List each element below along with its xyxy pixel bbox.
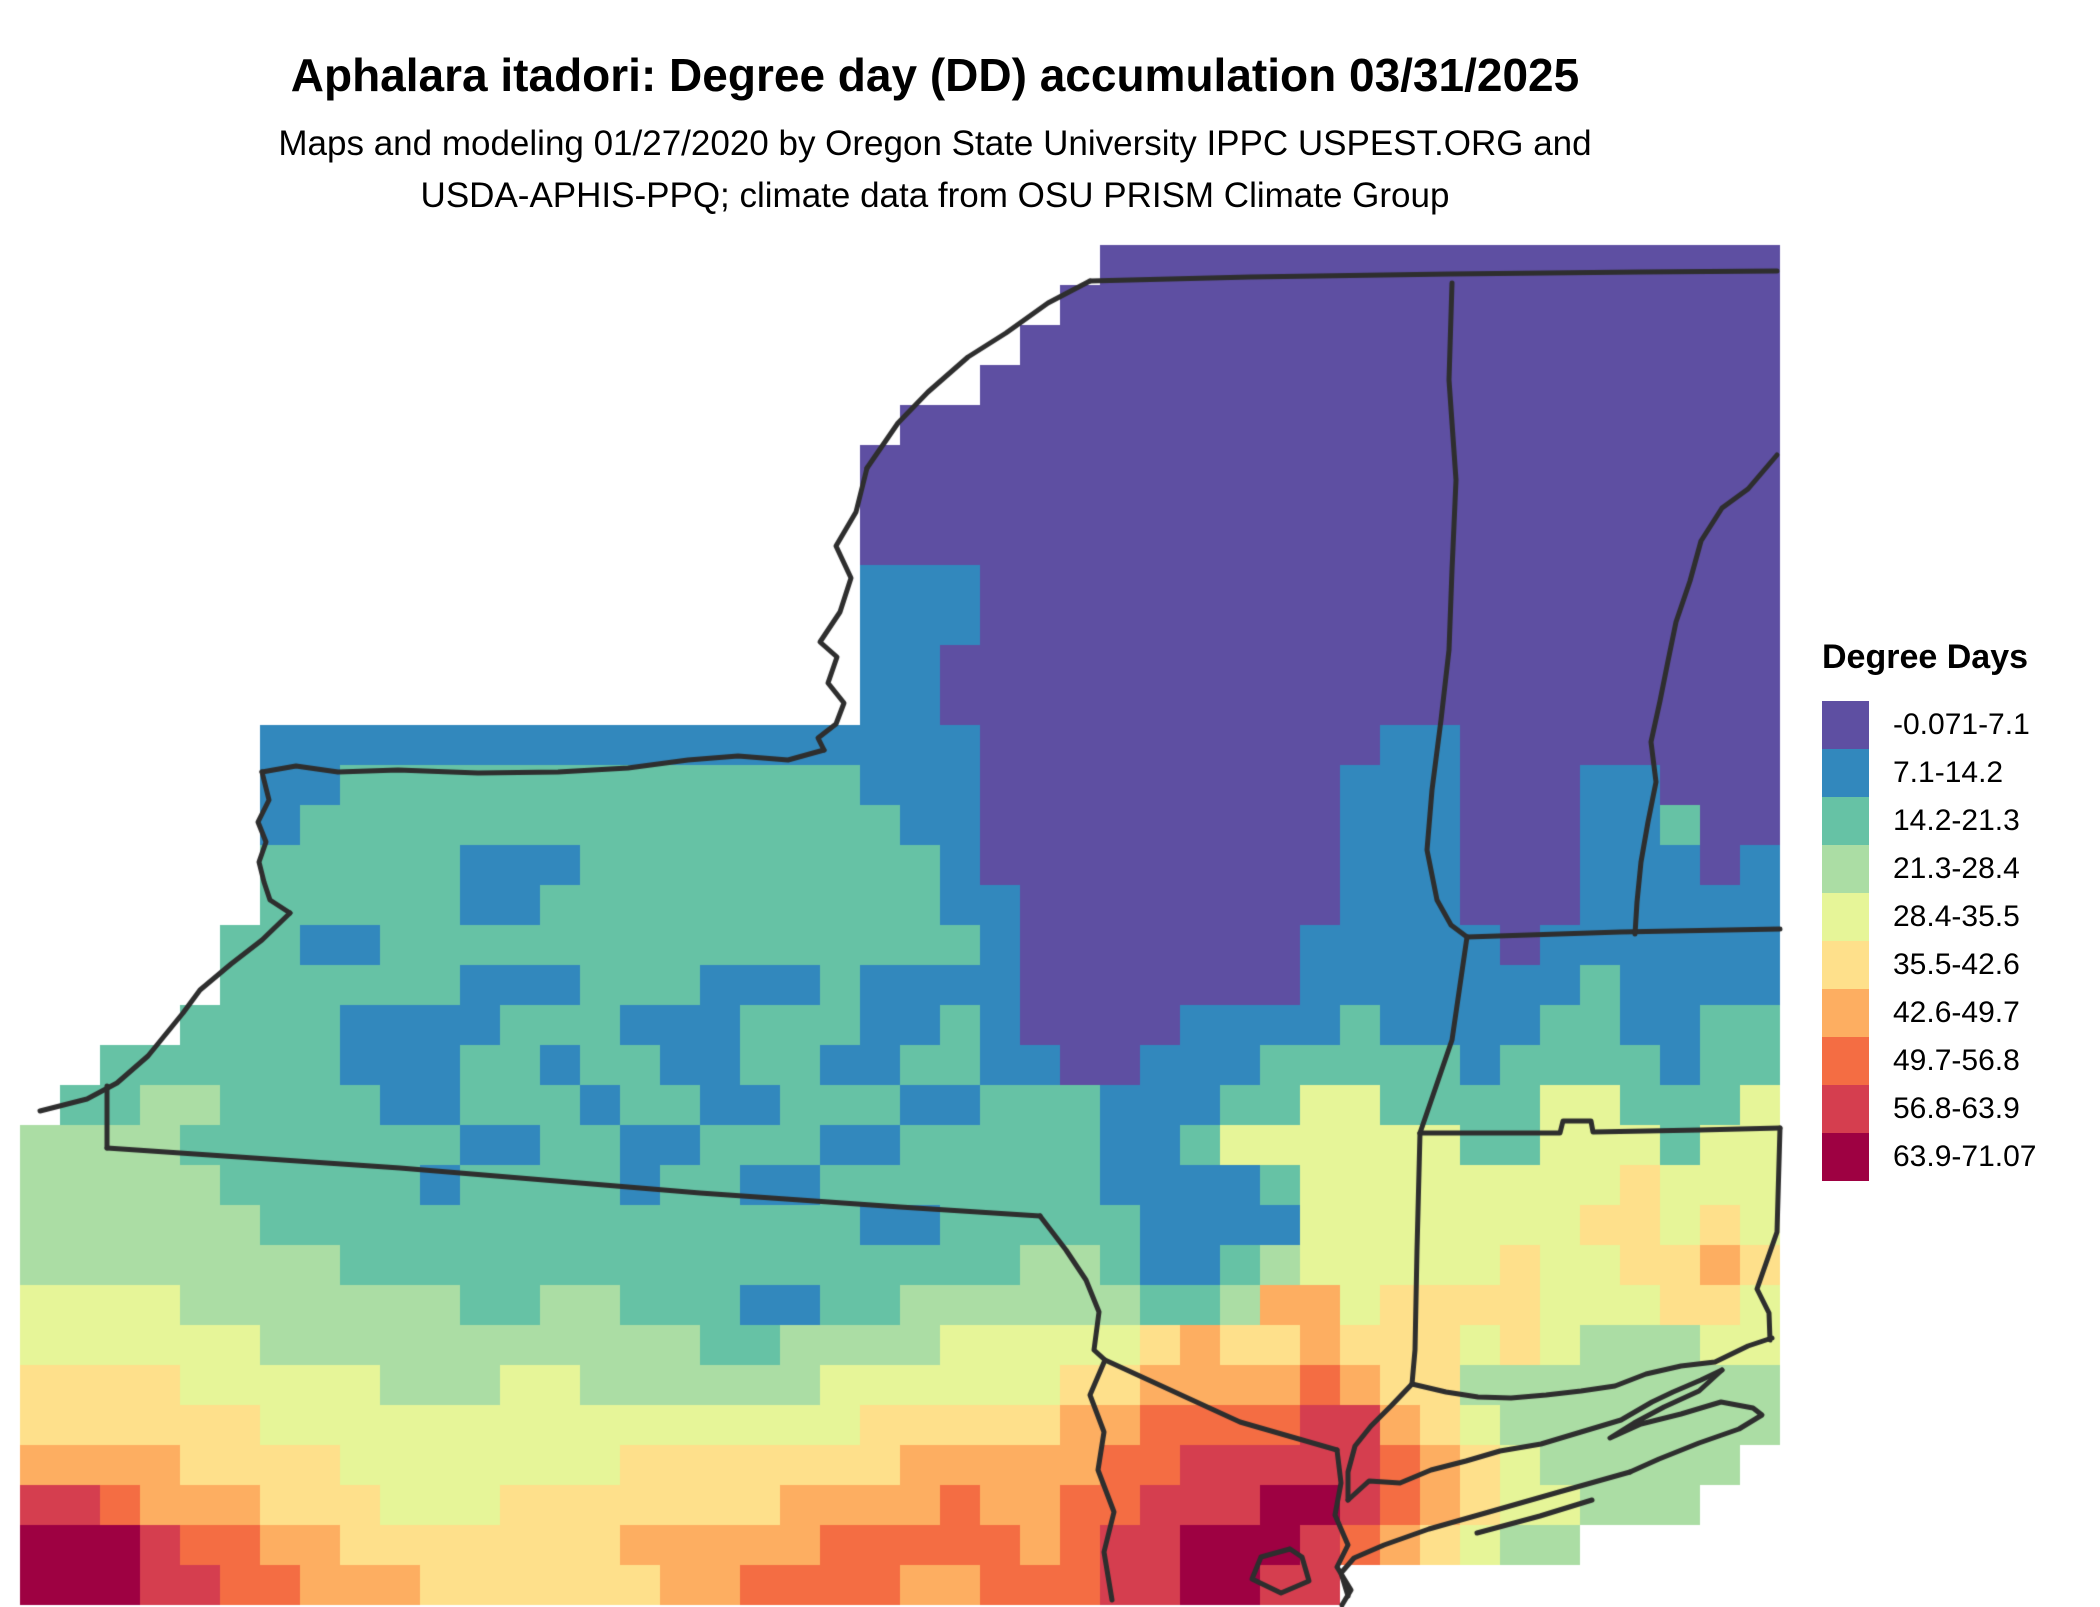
legend-item: 35.5-42.6 bbox=[1822, 941, 2092, 989]
page-subtitle-line-1: Maps and modeling 01/27/2020 by Oregon S… bbox=[278, 124, 1592, 163]
legend-color-swatch bbox=[1822, 1037, 1869, 1085]
page-subtitle-line-2: USDA-APHIS-PPQ; climate data from OSU PR… bbox=[420, 176, 1450, 215]
legend-title: Degree Days bbox=[1822, 638, 2029, 676]
legend-color-swatch bbox=[1822, 749, 1869, 797]
legend-item: 28.4-35.5 bbox=[1822, 893, 2092, 941]
legend-item-label: 21.3-28.4 bbox=[1893, 852, 2020, 885]
legend-color-swatch bbox=[1822, 893, 1869, 941]
legend-item: 14.2-21.3 bbox=[1822, 797, 2092, 845]
legend-item-label: 63.9-71.07 bbox=[1893, 1140, 2037, 1173]
legend-color-swatch bbox=[1822, 941, 1869, 989]
legend-item-label: 7.1-14.2 bbox=[1893, 756, 2004, 789]
legend-item: -0.071-7.1 bbox=[1822, 701, 2092, 749]
legend-item-label: 28.4-35.5 bbox=[1893, 900, 2020, 933]
legend: Degree Days -0.071-7.1 7.1-14.2 14.2-21.3 2… bbox=[1822, 638, 2092, 1181]
legend-color-swatch bbox=[1822, 989, 1869, 1037]
legend-item-label: -0.071-7.1 bbox=[1893, 708, 2030, 741]
legend-item-label: 14.2-21.3 bbox=[1893, 804, 2020, 837]
legend-item: 56.8-63.9 bbox=[1822, 1085, 2092, 1133]
legend-item-label: 49.7-56.8 bbox=[1893, 1044, 2020, 1077]
legend-item: 42.6-49.7 bbox=[1822, 989, 2092, 1037]
legend-color-swatch bbox=[1822, 1085, 1869, 1133]
legend-item-label: 35.5-42.6 bbox=[1893, 948, 2020, 981]
page-subtitle: Maps and modeling 01/27/2020 by Oregon S… bbox=[0, 118, 1870, 222]
legend-item-label: 42.6-49.7 bbox=[1893, 996, 2020, 1029]
legend-color-swatch bbox=[1822, 1133, 1869, 1181]
legend-item: 49.7-56.8 bbox=[1822, 1037, 2092, 1085]
legend-item: 21.3-28.4 bbox=[1822, 845, 2092, 893]
legend-color-swatch bbox=[1822, 845, 1869, 893]
legend-color-swatch bbox=[1822, 797, 1869, 845]
legend-item: 63.9-71.07 bbox=[1822, 1133, 2092, 1181]
legend-items: -0.071-7.1 7.1-14.2 14.2-21.3 21.3-28.4 28.4… bbox=[1822, 701, 2092, 1181]
legend-item: 7.1-14.2 bbox=[1822, 749, 2092, 797]
legend-item-label: 56.8-63.9 bbox=[1893, 1092, 2020, 1125]
page-title: Aphalara itadori: Degree day (DD) accumu… bbox=[290, 49, 1580, 101]
legend-color-swatch bbox=[1822, 701, 1869, 749]
